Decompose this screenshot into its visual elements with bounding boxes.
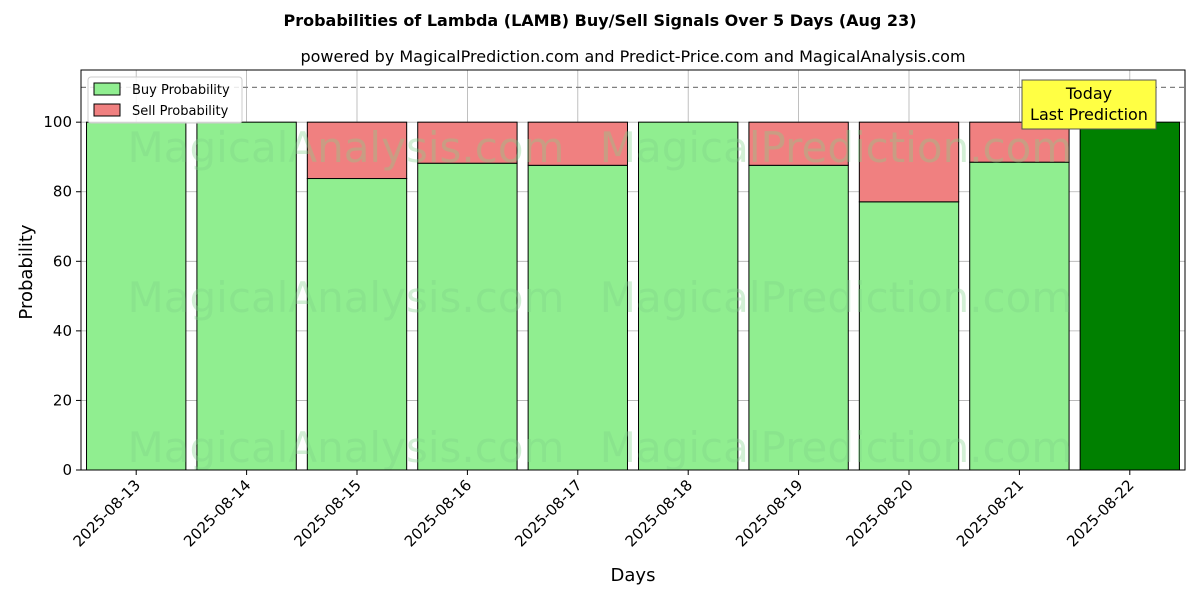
annotation-box	[1021, 79, 1157, 130]
x-tick-label: 2025-08-20	[842, 476, 916, 550]
legend-label-buy: Buy Probability	[132, 83, 230, 98]
plot-frame	[80, 69, 1186, 471]
legend-label-sell: Sell Probability	[132, 104, 229, 119]
legend: Buy Probability Sell Probability	[87, 76, 243, 124]
y-tick-label: 20	[53, 391, 72, 409]
watermark: MagicalAnalysis.com	[128, 423, 565, 472]
watermark: MagicalAnalysis.com	[128, 273, 565, 322]
y-tick-label: 40	[53, 322, 72, 340]
x-tick-label: 2025-08-14	[180, 476, 254, 550]
x-axis-label: Days	[611, 565, 656, 586]
y-tick-label: 100	[43, 113, 72, 131]
x-tick-label: 2025-08-16	[401, 476, 475, 550]
legend-box	[87, 76, 243, 124]
today-annotation: Today Last Prediction	[1021, 79, 1157, 130]
x-tick-label: 2025-08-21	[953, 476, 1027, 550]
legend-swatch-buy	[93, 82, 121, 96]
bar-sell-2025-08-20	[858, 121, 960, 203]
x-tick-label: 2025-08-17	[511, 476, 585, 550]
bar-buy-2025-08-21	[969, 161, 1070, 471]
watermark: MagicalAnalysis.com	[128, 123, 565, 172]
y-tick-label: 80	[53, 183, 72, 201]
chart-title: Probabilities of Lambda (LAMB) Buy/Sell …	[283, 11, 916, 30]
x-tick-label: 2025-08-13	[70, 476, 144, 550]
bars	[86, 121, 1180, 471]
y-tick-label: 60	[53, 252, 72, 270]
watermarks: MagicalAnalysis.com MagicalPrediction.com…	[128, 123, 1073, 472]
y-tick-label: 0	[62, 461, 72, 479]
x-tick-label: 2025-08-18	[622, 476, 696, 550]
bar-buy-2025-08-13	[86, 121, 187, 471]
bar-sell-2025-08-15	[306, 121, 408, 180]
bar-buy-2025-08-18	[638, 121, 739, 471]
legend-swatch-sell	[93, 103, 121, 117]
bar-buy-2025-08-22	[1079, 121, 1180, 471]
x-tick-label: 2025-08-15	[290, 476, 364, 550]
x-tick-label: 2025-08-19	[732, 476, 806, 550]
bar-sell-2025-08-19	[748, 121, 849, 166]
watermark: MagicalPrediction.com	[600, 273, 1073, 322]
bar-buy-2025-08-16	[417, 162, 518, 471]
bar-sell-2025-08-16	[417, 121, 518, 164]
bar-sell-2025-08-17	[527, 121, 628, 166]
watermark: MagicalPrediction.com	[600, 123, 1073, 172]
bar-buy-2025-08-19	[748, 164, 849, 471]
bar-buy-2025-08-20	[858, 201, 960, 471]
watermark: MagicalPrediction.com	[600, 423, 1073, 472]
chart-subtitle: powered by MagicalPrediction.com and Pre…	[300, 47, 965, 66]
annotation-line-1: Today	[1065, 84, 1112, 103]
annotation-line-2: Last Prediction	[1030, 105, 1148, 124]
x-tick-label: 2025-08-22	[1063, 476, 1137, 550]
y-axis-label: Probability	[16, 224, 37, 319]
bar-buy-2025-08-17	[527, 164, 628, 471]
